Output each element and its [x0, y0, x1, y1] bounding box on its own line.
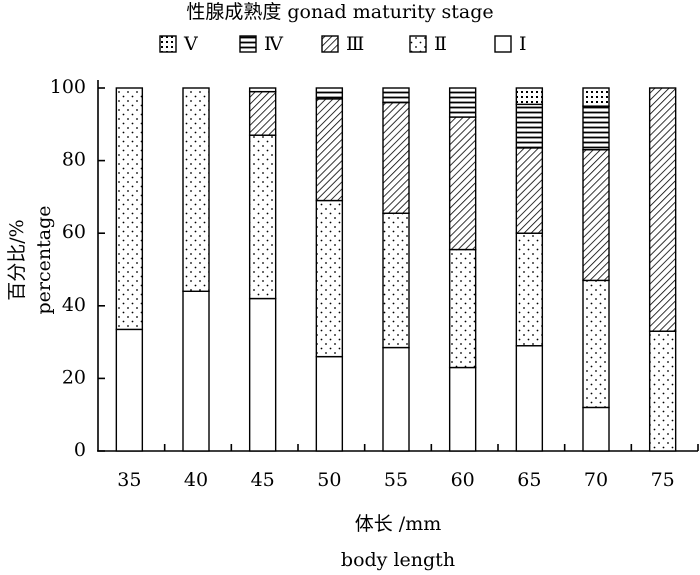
- y-tick-label: 100: [50, 76, 86, 98]
- bar-segment: [248, 297, 277, 452]
- legend-swatch: [159, 35, 177, 53]
- y-tick-label: 20: [62, 366, 86, 388]
- y-tick-label: 0: [74, 439, 86, 461]
- x-tick-label: 65: [517, 469, 541, 491]
- bar-segment: [515, 147, 544, 234]
- bar-segment: [382, 87, 410, 104]
- x-tick-label: 35: [117, 469, 141, 491]
- bar-segment: [248, 90, 277, 136]
- bar-segment: [448, 366, 477, 452]
- legend-label: Ⅰ: [519, 33, 527, 55]
- legend-swatch: [239, 35, 257, 53]
- legend-swatch: [321, 35, 339, 53]
- bar-segment: [115, 328, 144, 452]
- x-tick-label: 50: [317, 469, 341, 491]
- bar-segment: [248, 87, 277, 93]
- x-tick-label: 75: [651, 469, 675, 491]
- legend-label: Ⅳ: [264, 33, 284, 55]
- legend-label: Ⅱ: [434, 33, 447, 55]
- bar-segment: [315, 199, 344, 358]
- y-axis-label: 百分比/%: [6, 219, 28, 300]
- bar-segment: [515, 345, 544, 452]
- y-tick-label: 80: [62, 149, 86, 171]
- x-tick-label: 40: [184, 469, 208, 491]
- x-tick-label: 60: [451, 469, 475, 491]
- x-tick-label: 55: [384, 469, 408, 491]
- bar-segment: [315, 355, 344, 452]
- chart-title: 性腺成熟度 gonad maturity stage: [186, 1, 493, 23]
- bar-segment: [382, 346, 410, 452]
- bar-segment: [582, 279, 610, 409]
- bar-segment: [448, 116, 477, 251]
- bar-segment: [115, 87, 144, 331]
- legend-label: Ⅲ: [346, 33, 364, 55]
- bar-segment: [182, 87, 210, 292]
- bar-segment: [315, 98, 344, 202]
- bar-segment: [182, 290, 210, 452]
- bar-segment: [648, 330, 677, 452]
- bar-segment: [582, 87, 610, 107]
- x-tick-label: 70: [584, 469, 608, 491]
- y-axis-label: percentage: [33, 206, 55, 315]
- bar-segment: [582, 149, 610, 282]
- bar-segment: [382, 101, 410, 214]
- y-tick-label: 40: [62, 294, 86, 316]
- bar-segment: [582, 406, 610, 452]
- legend-swatch: [494, 35, 512, 53]
- bar-segment: [382, 212, 410, 349]
- legend-label: Ⅴ: [183, 33, 198, 55]
- bar-segment: [448, 87, 477, 118]
- bar-segment: [248, 134, 277, 300]
- bar-segment: [315, 87, 344, 100]
- x-axis-label: body length: [341, 549, 455, 571]
- bar-segment: [448, 248, 477, 369]
- x-axis-label: 体长 /mm: [355, 513, 441, 535]
- bar-segment: [648, 87, 677, 332]
- bar-segment: [515, 87, 544, 106]
- bar-segment: [515, 103, 544, 149]
- y-tick-label: 60: [62, 221, 86, 243]
- bar-segment: [582, 105, 610, 151]
- x-tick-label: 45: [251, 469, 275, 491]
- bar-segment: [515, 232, 544, 347]
- legend-swatch: [409, 35, 427, 53]
